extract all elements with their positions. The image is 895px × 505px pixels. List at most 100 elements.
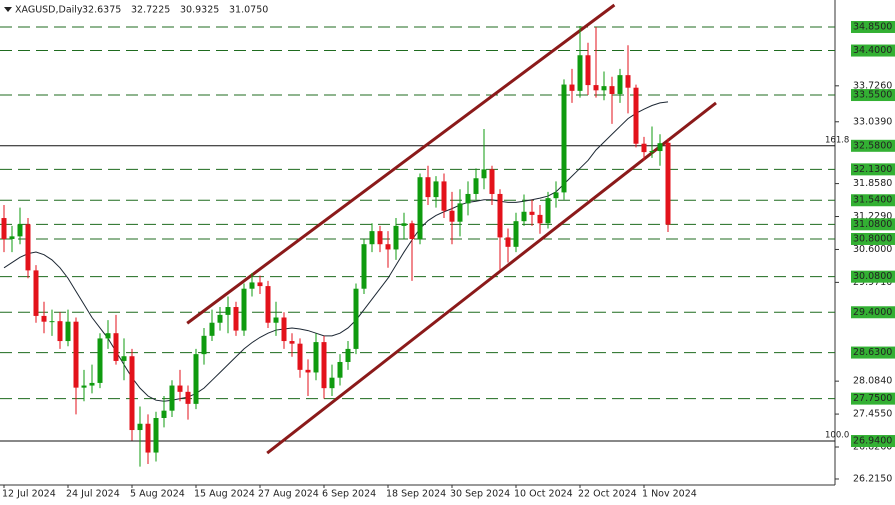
ohlc-value: 32.6375 <box>82 5 121 16</box>
candle-body <box>593 85 599 91</box>
candle-body <box>537 214 543 224</box>
candle-body <box>169 385 175 411</box>
candle-body <box>393 225 399 250</box>
candle-body <box>625 75 631 88</box>
candle-body <box>1 218 7 239</box>
fib-label: 100.0 <box>825 431 849 441</box>
candle-body <box>185 391 191 404</box>
candle-body <box>313 342 319 373</box>
ohlc-value: 31.0750 <box>229 5 268 16</box>
level-label: 34.8500 <box>853 21 892 32</box>
candle-body <box>497 193 503 238</box>
ohlc-value: 32.7225 <box>131 5 170 16</box>
candle-body <box>457 203 463 222</box>
x-tick-label: 18 Sep 2024 <box>386 489 446 500</box>
candle-body <box>505 237 511 247</box>
x-tick-label: 5 Aug 2024 <box>130 489 185 500</box>
candle-body <box>201 335 207 355</box>
candle-body <box>177 385 183 392</box>
level-label-bg <box>851 392 895 405</box>
candle-body <box>81 385 87 388</box>
candle-body <box>329 377 335 389</box>
candle-body <box>401 223 407 226</box>
level-label: 26.9400 <box>853 436 892 447</box>
channel-line <box>266 101 717 455</box>
candle-body <box>585 55 591 86</box>
candle-body <box>121 356 127 361</box>
y-tick-label: 27.4550 <box>853 409 892 420</box>
y-tick-label: 30.6000 <box>853 244 892 255</box>
candle-body <box>417 177 423 239</box>
x-tick-label: 27 Aug 2024 <box>258 489 319 500</box>
x-tick-label: 1 Nov 2024 <box>642 489 697 500</box>
candle-body <box>377 231 383 245</box>
candle-body <box>49 321 55 323</box>
candle-body <box>657 143 663 152</box>
level-label-bg <box>851 163 895 176</box>
candle-body <box>113 333 119 361</box>
level-label-bg <box>851 194 895 207</box>
candle-body <box>129 356 135 431</box>
candle-body <box>153 417 159 453</box>
level-label-bg <box>851 89 895 102</box>
candle-body <box>545 198 551 224</box>
candle-body <box>489 169 495 194</box>
candle-body <box>73 321 79 388</box>
level-label: 31.5400 <box>853 195 892 206</box>
candle-body <box>353 288 359 349</box>
candle-body <box>553 192 559 199</box>
fib-label: 161.8 <box>825 135 849 145</box>
candle-body <box>265 286 271 323</box>
candle-body <box>193 354 199 404</box>
candle-body <box>209 322 215 336</box>
candle-body <box>65 321 71 342</box>
candle-body <box>161 410 167 418</box>
x-tick-label: 22 Oct 2024 <box>578 489 637 500</box>
candle-body <box>9 236 15 239</box>
y-tick-label: 31.2290 <box>853 211 892 222</box>
channel-line <box>186 3 616 325</box>
y-tick-label: 33.0390 <box>853 116 892 127</box>
candle-body <box>281 317 287 342</box>
candle-body <box>305 369 311 373</box>
level-label: 29.4000 <box>853 307 892 318</box>
x-tick-label: 6 Sep 2024 <box>322 489 376 500</box>
level-label: 30.8000 <box>853 233 892 244</box>
level-label-bg <box>851 435 895 448</box>
candle-body <box>17 224 23 237</box>
chart-title: XAGUSD,Daily <box>15 5 83 16</box>
candle-body <box>473 178 479 194</box>
candle-body <box>633 87 639 144</box>
candle-body <box>41 315 47 322</box>
candle-body <box>433 181 439 198</box>
level-label: 32.1300 <box>853 164 892 175</box>
level-label: 34.4000 <box>853 45 892 56</box>
candle-body <box>609 86 615 94</box>
y-tick-label: 26.2150 <box>853 473 892 484</box>
level-label: 33.5500 <box>853 90 892 101</box>
candle-body <box>409 223 415 239</box>
collapse-icon[interactable] <box>4 7 12 12</box>
level-label: 32.5800 <box>853 140 892 151</box>
candle-body <box>385 244 391 250</box>
candle-body <box>521 211 527 222</box>
candle-body <box>481 169 487 179</box>
candle-body <box>449 210 455 222</box>
candle-body <box>569 84 575 91</box>
level-label: 31.0800 <box>853 219 892 230</box>
candle-body <box>617 75 623 94</box>
candle-body <box>665 142 671 225</box>
y-tick-label: 33.7260 <box>853 80 892 91</box>
x-tick-label: 24 Jul 2024 <box>66 489 120 500</box>
candle-body <box>145 423 151 453</box>
x-tick-label: 30 Sep 2024 <box>450 489 510 500</box>
candle-body <box>97 338 103 383</box>
level-label-bg <box>851 346 895 359</box>
candle-body <box>297 343 303 370</box>
candle-body <box>561 84 567 193</box>
candle-body <box>33 270 39 316</box>
candle-body <box>257 282 263 287</box>
candle-body <box>361 244 367 289</box>
